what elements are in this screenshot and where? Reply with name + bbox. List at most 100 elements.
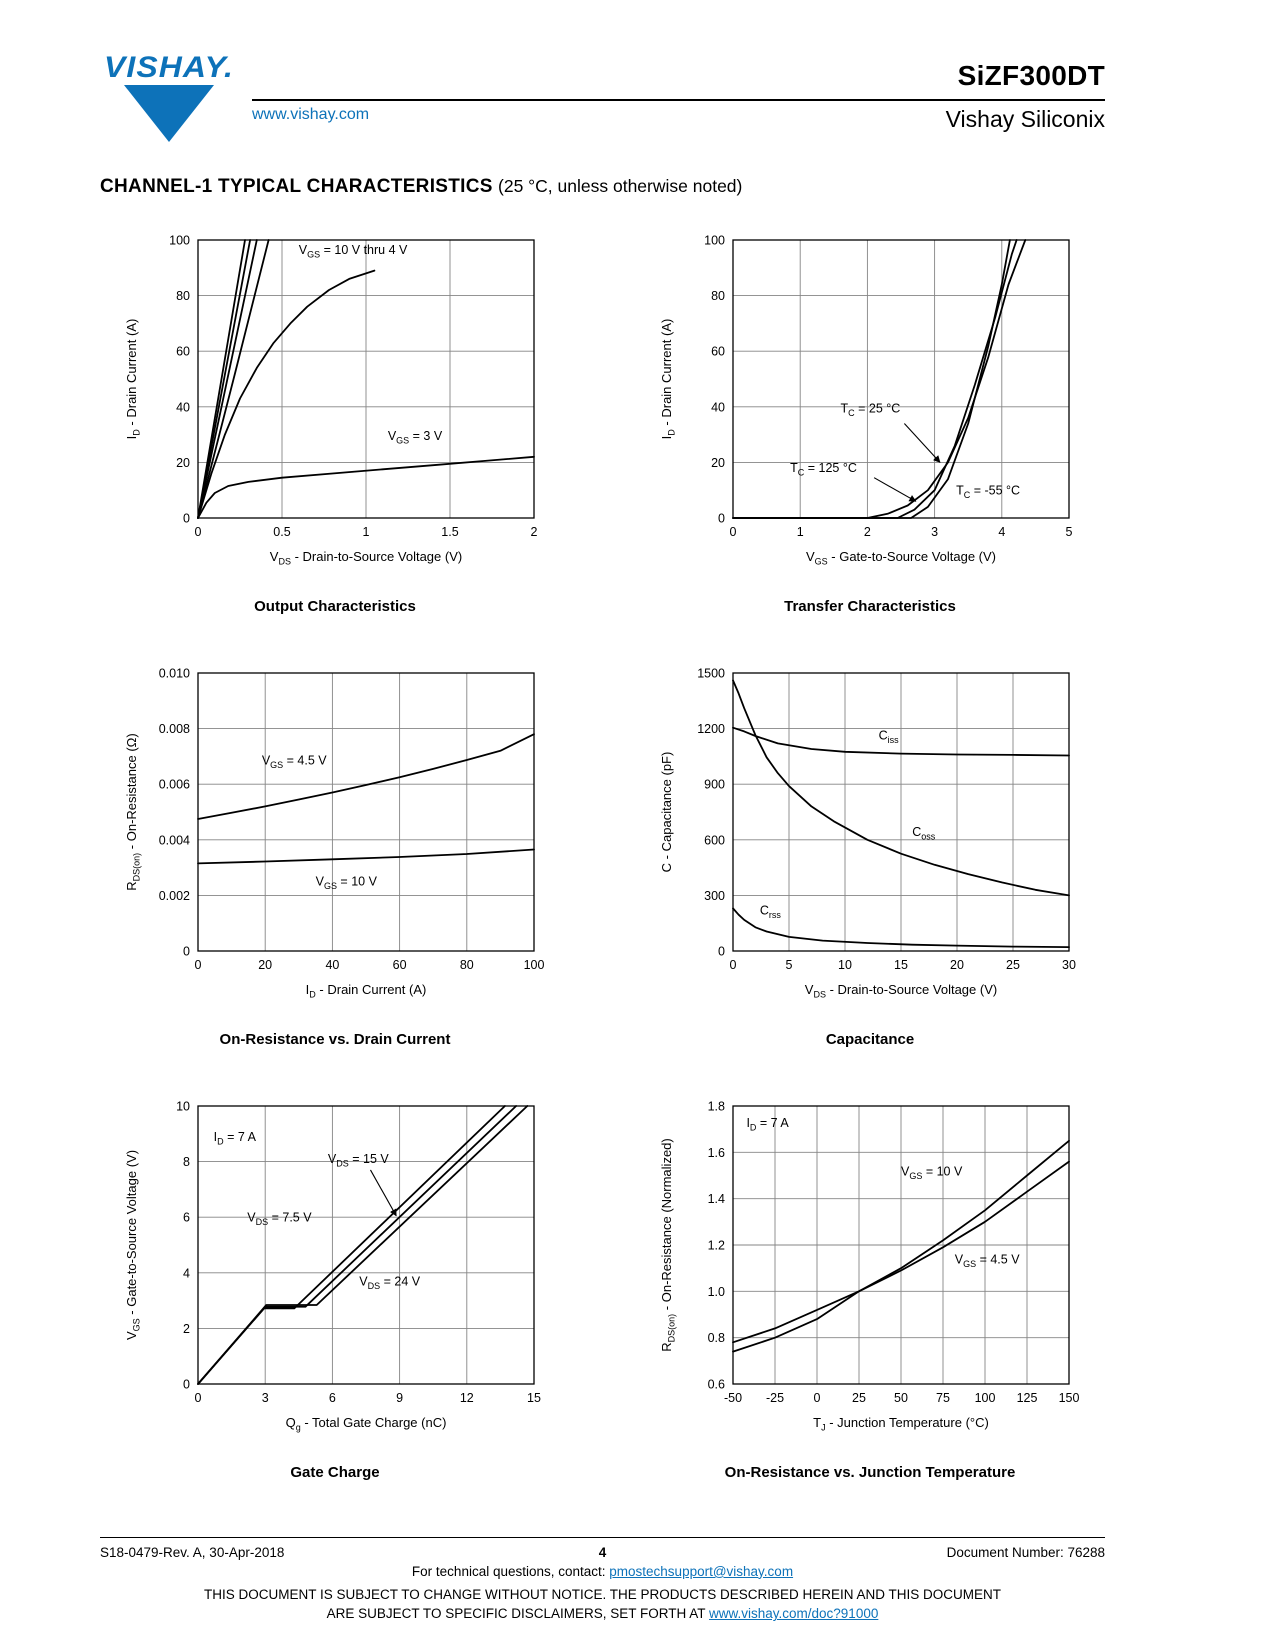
- contact-email-link[interactable]: pmostechsupport@vishay.com: [609, 1563, 794, 1579]
- svg-text:0: 0: [718, 945, 725, 959]
- chart-caption-capacitance: Capacitance: [825, 1031, 915, 1048]
- chart-output-characteristics: 0 0.5 1 1.5 2 0 20 40 60 80 100 VDS - Drain-to-Sour…: [120, 226, 550, 578]
- figure-gate-charge: 0 3 6 9 12 15 0 2 4 6 8 10 Qg - Total Gate Charge (n…: [100, 1092, 570, 1482]
- svg-text:0: 0: [814, 1391, 821, 1405]
- chart-plot-svg: 0 1 2 3 4 5 0 20 40 60 80 100 VGS - Gate-to-Source V…: [659, 234, 1073, 567]
- svg-text:Ciss: Ciss: [879, 729, 900, 746]
- svg-text:12: 12: [460, 1391, 474, 1405]
- svg-text:75: 75: [936, 1391, 950, 1405]
- svg-text:1200: 1200: [697, 722, 725, 736]
- svg-text:C - Capacitance (pF): C - Capacitance (pF): [659, 752, 674, 873]
- part-number: SiZF300DT: [252, 60, 1105, 101]
- svg-text:-25: -25: [766, 1391, 784, 1405]
- charts-grid: 0 0.5 1 1.5 2 0 20 40 60 80 100 VDS - Drain-to-Sour…: [100, 226, 1105, 1482]
- svg-text:50: 50: [894, 1391, 908, 1405]
- svg-text:VGS = 10 V: VGS = 10 V: [316, 875, 378, 892]
- svg-text:900: 900: [704, 778, 725, 792]
- svg-text:3: 3: [262, 1391, 269, 1405]
- svg-text:60: 60: [711, 345, 725, 359]
- svg-text:VGS = 3 V: VGS = 3 V: [388, 429, 443, 446]
- svg-text:0.002: 0.002: [159, 889, 190, 903]
- svg-text:5: 5: [786, 958, 793, 972]
- svg-text:125: 125: [1017, 1391, 1038, 1405]
- svg-text:2: 2: [183, 1322, 190, 1336]
- svg-text:4: 4: [183, 1266, 190, 1280]
- vishay-logo: VISHAY.: [104, 52, 234, 142]
- svg-text:RDS(on) - On-Resistance (Norma: RDS(on) - On-Resistance (Normalized): [659, 1138, 677, 1351]
- svg-text:0: 0: [195, 525, 202, 539]
- svg-text:4: 4: [998, 525, 1005, 539]
- svg-text:80: 80: [711, 289, 725, 303]
- header-right: SiZF300DT www.vishay.com Vishay Siliconi…: [252, 52, 1105, 133]
- svg-text:30: 30: [1062, 958, 1076, 972]
- vishay-website-link[interactable]: www.vishay.com: [252, 106, 370, 123]
- svg-text:10: 10: [176, 1100, 190, 1114]
- svg-text:10: 10: [838, 958, 852, 972]
- chart-caption-gate-charge: Gate Charge: [290, 1464, 380, 1481]
- vishay-triangle-icon: [124, 85, 214, 142]
- figure-output-characteristics: 0 0.5 1 1.5 2 0 20 40 60 80 100 VDS - Drain-to-Sour…: [100, 226, 570, 616]
- svg-text:15: 15: [894, 958, 908, 972]
- svg-text:ID = 7 A: ID = 7 A: [746, 1116, 789, 1133]
- svg-text:0: 0: [718, 512, 725, 526]
- disclaimer: THIS DOCUMENT IS SUBJECT TO CHANGE WITHO…: [100, 1585, 1105, 1624]
- svg-text:ID - Drain Current (A): ID - Drain Current (A): [306, 982, 427, 1000]
- svg-text:1.6: 1.6: [708, 1146, 725, 1160]
- svg-text:20: 20: [950, 958, 964, 972]
- division-name: Vishay Siliconix: [945, 106, 1105, 132]
- chart-caption-transfer-characteristics: Transfer Characteristics: [784, 598, 956, 615]
- svg-text:1.8: 1.8: [708, 1100, 725, 1114]
- svg-text:0.5: 0.5: [273, 525, 290, 539]
- figure-on-resistance-vs-drain-current: 0 20 40 60 80 100 0 0.002 0.004 0.006 0.008 0.010 ID…: [100, 659, 570, 1049]
- chart-on-resistance-vs-junction-temperature: -50 -25 0 25 50 75 100 125 150 0.6 0.8 1.0 1.2 1.4 1.6…: [655, 1092, 1085, 1444]
- svg-text:60: 60: [176, 345, 190, 359]
- svg-text:80: 80: [460, 958, 474, 972]
- svg-text:9: 9: [396, 1391, 403, 1405]
- page-footer: S18-0479-Rev. A, 30-Apr-2018 4 Document …: [100, 1536, 1105, 1624]
- svg-text:RDS(on) - On-Resistance (Ω): RDS(on) - On-Resistance (Ω): [124, 733, 142, 890]
- svg-text:0: 0: [183, 1378, 190, 1392]
- svg-text:40: 40: [176, 400, 190, 414]
- svg-text:6: 6: [329, 1391, 336, 1405]
- svg-text:8: 8: [183, 1155, 190, 1169]
- vishay-wordmark: VISHAY.: [104, 52, 234, 84]
- svg-text:0.004: 0.004: [159, 833, 190, 847]
- figure-transfer-characteristics: 0 1 2 3 4 5 0 20 40 60 80 100 VGS - Gate-to-Source V…: [635, 226, 1105, 616]
- svg-text:0.010: 0.010: [159, 667, 190, 681]
- chart-gate-charge: 0 3 6 9 12 15 0 2 4 6 8 10 Qg - Total Gate Charge (n…: [120, 1092, 550, 1444]
- figure-capacitance: 0 5 10 15 20 25 30 0 300 600 900 1200 1500 VDS - Drai…: [635, 659, 1105, 1049]
- chart-transfer-characteristics: 0 1 2 3 4 5 0 20 40 60 80 100 VGS - Gate-to-Source V…: [655, 226, 1085, 578]
- chart-plot-svg: -50 -25 0 25 50 75 100 125 150 0.6 0.8 1.0 1.2 1.4 1.6…: [659, 1100, 1080, 1433]
- svg-text:25: 25: [1006, 958, 1020, 972]
- svg-text:0.8: 0.8: [708, 1331, 725, 1345]
- section-title-text: CHANNEL-1 TYPICAL CHARACTERISTICS: [100, 176, 493, 197]
- svg-text:20: 20: [176, 456, 190, 470]
- figure-on-resistance-vs-junction-temperature: -50 -25 0 25 50 75 100 125 150 0.6 0.8 1.0 1.2 1.4 1.6…: [635, 1092, 1105, 1482]
- svg-text:VDS = 24 V: VDS = 24 V: [359, 1274, 420, 1291]
- svg-text:VGS = 4.5 V: VGS = 4.5 V: [955, 1253, 1020, 1270]
- svg-text:6: 6: [183, 1211, 190, 1225]
- svg-text:3: 3: [931, 525, 938, 539]
- svg-text:1.4: 1.4: [708, 1192, 725, 1206]
- chart-caption-on-resistance-vs-junction-temperature: On-Resistance vs. Junction Temperature: [724, 1464, 1016, 1481]
- svg-text:VDS = 15 V: VDS = 15 V: [328, 1152, 389, 1169]
- svg-text:1500: 1500: [697, 667, 725, 681]
- disclaimer-line1: THIS DOCUMENT IS SUBJECT TO CHANGE WITHO…: [203, 1586, 1002, 1602]
- disclaimer-link[interactable]: www.vishay.com/doc?91000: [709, 1606, 879, 1622]
- svg-text:ID - Drain Current (A): ID - Drain Current (A): [124, 319, 142, 440]
- svg-text:1: 1: [797, 525, 804, 539]
- svg-text:TC = 25 °C: TC = 25 °C: [841, 401, 901, 418]
- svg-text:600: 600: [704, 833, 725, 847]
- svg-text:ID - Drain Current (A): ID - Drain Current (A): [659, 319, 677, 440]
- svg-text:100: 100: [524, 958, 545, 972]
- disclaimer-line2: ARE SUBJECT TO SPECIFIC DISCLAIMERS, SET…: [100, 1604, 1105, 1624]
- page-number: 4: [598, 1544, 607, 1560]
- section-heading: CHANNEL-1 TYPICAL CHARACTERISTICS (25 °C…: [100, 176, 1105, 198]
- chart-caption-output-characteristics: Output Characteristics: [254, 598, 416, 615]
- svg-text:150: 150: [1059, 1391, 1080, 1405]
- svg-text:VGS - Gate-to-Source Voltage (: VGS - Gate-to-Source Voltage (V): [124, 1150, 142, 1340]
- header-subrow: www.vishay.com Vishay Siliconix: [252, 101, 1105, 133]
- svg-text:VDS - Drain-to-Source Voltage: VDS - Drain-to-Source Voltage (V): [805, 982, 997, 1000]
